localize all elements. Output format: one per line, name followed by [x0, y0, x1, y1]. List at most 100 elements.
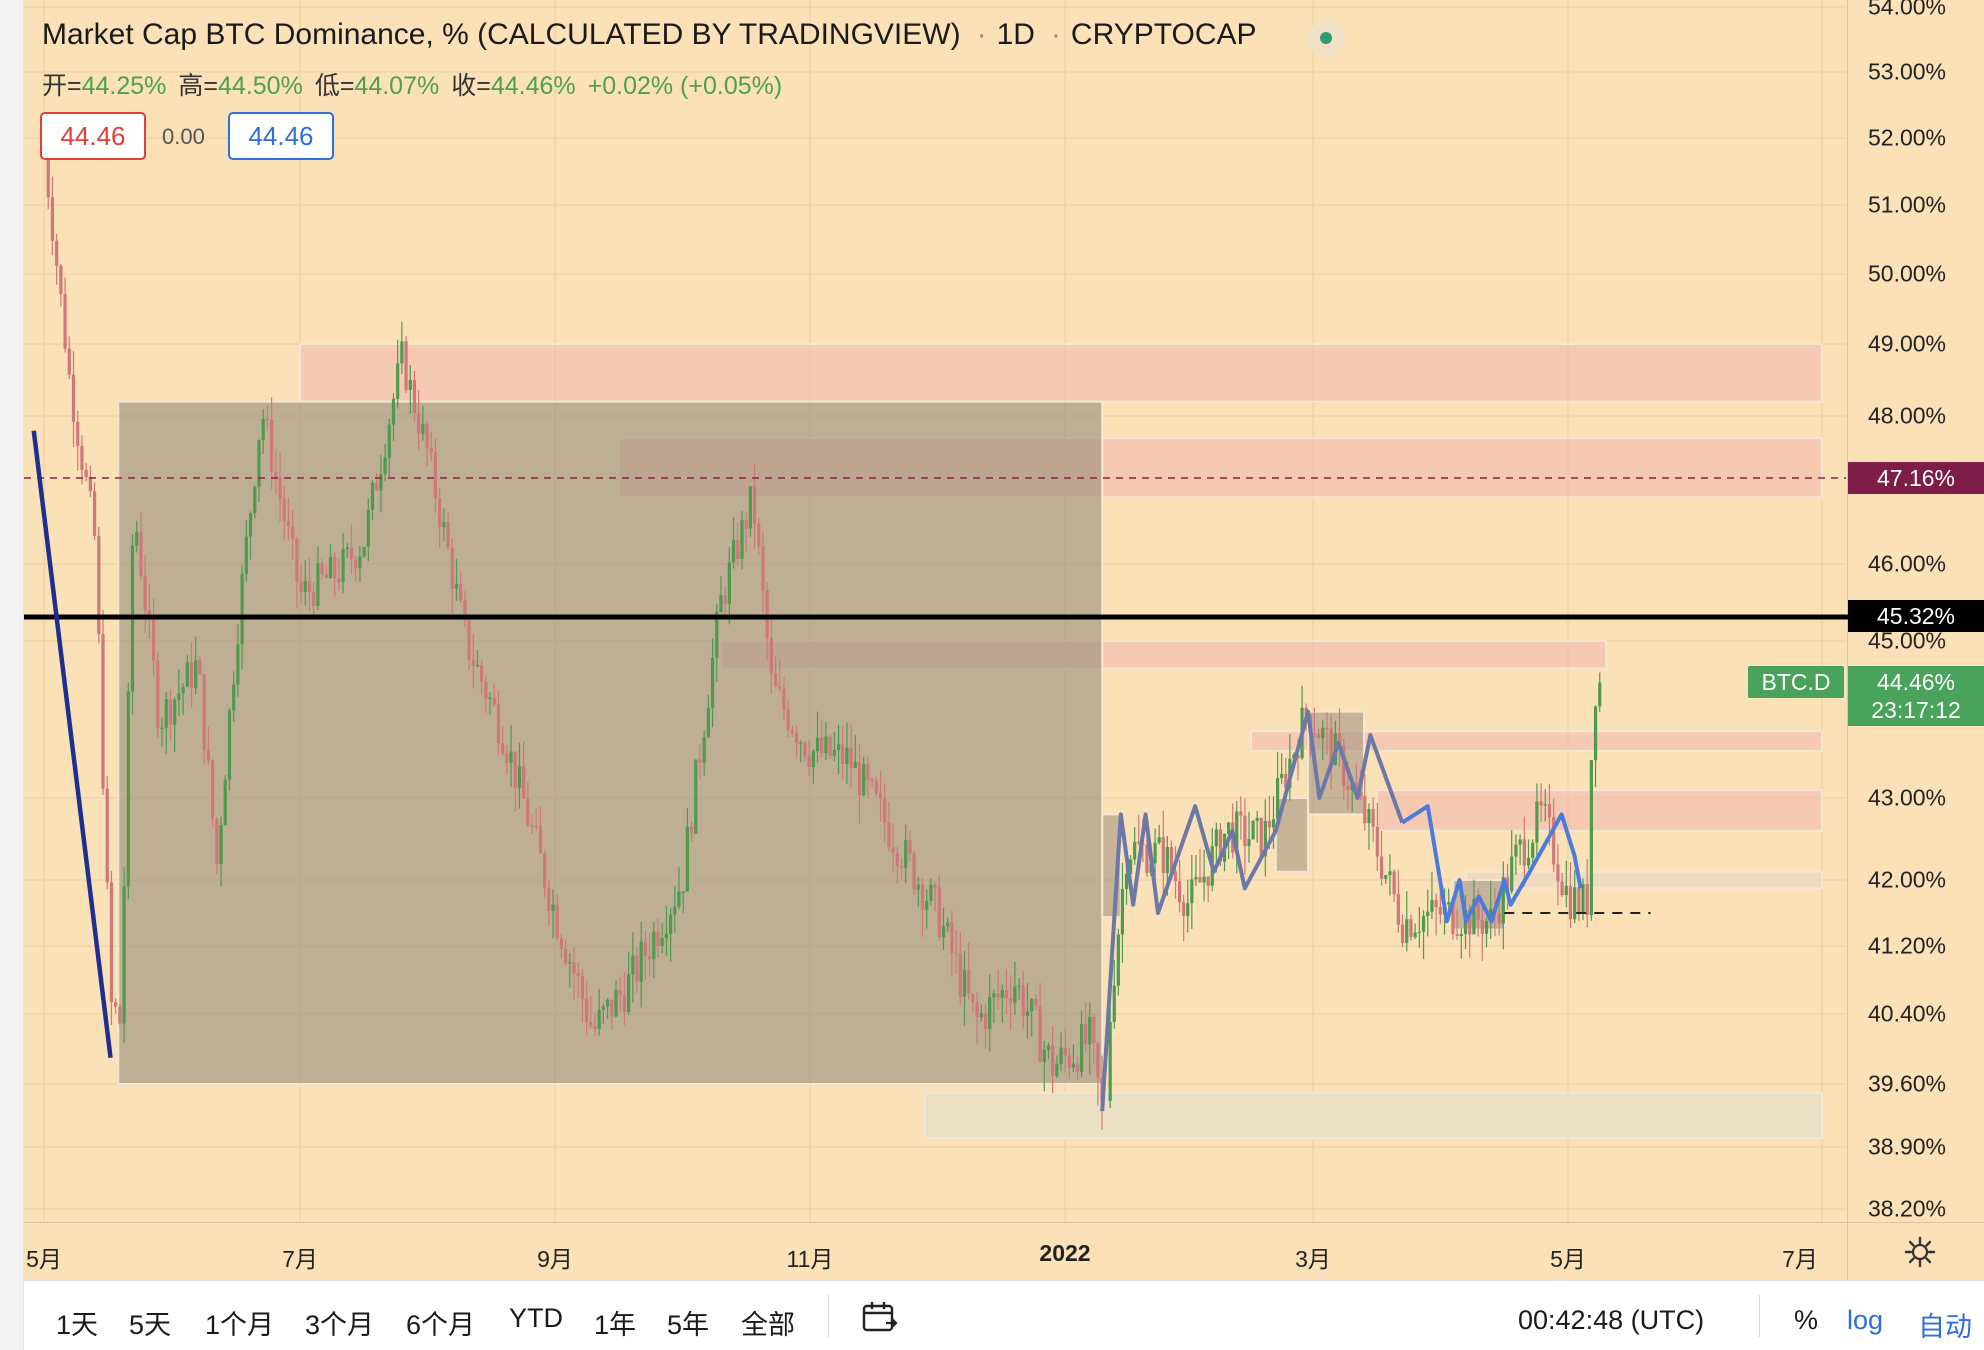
candle-down [1092, 1013, 1096, 1065]
candle-up [727, 547, 731, 625]
time-tick-label: 7月 [1782, 1246, 1818, 1272]
range-6m-button[interactable]: 6个月 [406, 1310, 476, 1340]
range-1m-button[interactable]: 1个月 [205, 1310, 275, 1340]
price-tick-label: 51.00% [1868, 191, 1947, 218]
candle-up [1194, 855, 1198, 887]
candle-body [841, 744, 845, 764]
utc-clock[interactable]: 00:42:48 (UTC) [1518, 1305, 1705, 1335]
candle-body [1177, 881, 1182, 903]
candle-body [673, 906, 677, 915]
candle-body [463, 600, 467, 621]
candle-body [1585, 884, 1589, 916]
candle-down [937, 875, 941, 941]
candle-body [1038, 1006, 1042, 1062]
candle-body [585, 998, 589, 1023]
market-status-icon[interactable] [1308, 20, 1344, 56]
candle-up [988, 974, 992, 1052]
price-tick-label: 53.00% [1868, 58, 1947, 85]
candle-down [282, 486, 286, 540]
range-5y-button[interactable]: 5年 [667, 1310, 710, 1340]
candle-down [143, 555, 147, 633]
candle-body [1501, 877, 1505, 924]
candle-body [59, 265, 63, 295]
left-value-box[interactable]: 44.46 [40, 112, 146, 160]
percent-scale-button[interactable]: % [1794, 1305, 1819, 1335]
candle-down [790, 725, 794, 738]
candle-down [215, 817, 219, 875]
candle-down [841, 726, 845, 780]
candle-up [232, 671, 236, 722]
candle-body [1042, 1049, 1046, 1062]
symbol-title[interactable]: Market Cap BTC Dominance, % (CALCULATED … [42, 18, 961, 51]
candle-down [147, 584, 151, 639]
left-toolbar-edge [0, 0, 24, 1350]
candle-up [358, 545, 362, 583]
candle-down [354, 555, 358, 582]
candle-body [345, 547, 349, 550]
candle-down [1051, 1026, 1055, 1094]
log-scale-button[interactable]: log [1847, 1305, 1884, 1335]
candle-up [1235, 800, 1239, 874]
horizontal-level-label[interactable]: 45.32% [1848, 600, 1984, 632]
calendar-range-icon[interactable] [860, 1299, 900, 1335]
candle-down [1409, 914, 1413, 941]
candle-body [975, 1002, 979, 1018]
candle-body [396, 363, 400, 399]
candle-body [731, 540, 736, 563]
right-value-box[interactable]: 44.46 [228, 112, 334, 160]
candle-body [1092, 1016, 1096, 1044]
candle-body [643, 941, 647, 957]
settings-gear-icon[interactable] [1904, 1236, 1936, 1268]
candle-body [1476, 898, 1480, 921]
candle-body [1263, 820, 1267, 857]
range-ytd-button[interactable]: YTD [509, 1303, 563, 1333]
candle-up [1120, 863, 1125, 963]
price-tick-label: 46.00% [1868, 550, 1947, 577]
close-value: 44.46% [490, 72, 576, 100]
candle-down [996, 969, 1000, 1010]
range-3m-button[interactable]: 3个月 [305, 1310, 375, 1340]
candle-down [375, 472, 379, 492]
candle-up [748, 486, 752, 537]
candle-down [156, 651, 160, 738]
candle-down [1400, 914, 1405, 948]
candle-down [467, 619, 471, 670]
candle-up [979, 1004, 983, 1023]
candle-body [627, 974, 631, 1013]
candle-down [752, 464, 757, 550]
auto-scale-button[interactable]: 自动 [1918, 1312, 1972, 1342]
range-all-button[interactable]: 全部 [741, 1310, 795, 1340]
candle-body [253, 486, 257, 514]
candle-body [1598, 682, 1602, 707]
candle-body [597, 1009, 601, 1030]
candle-down [1243, 798, 1247, 875]
interval-label[interactable]: 1D [996, 18, 1035, 51]
candle-down [412, 371, 417, 422]
candle-body [622, 995, 627, 1013]
candle-down [526, 781, 530, 828]
candle-body [299, 582, 303, 593]
candle-body [694, 759, 698, 834]
candle-up [1133, 827, 1137, 865]
dashed-level-label[interactable]: 47.16% [1848, 462, 1984, 494]
candle-body [1000, 989, 1004, 998]
range-1y-button[interactable]: 1年 [594, 1310, 637, 1340]
candle-body [1186, 903, 1190, 916]
range-1d-button[interactable]: 1天 [56, 1310, 99, 1340]
candle-down [878, 771, 883, 822]
candle-body [1367, 809, 1371, 824]
time-axis[interactable] [24, 1222, 1847, 1280]
candle-up [660, 922, 664, 954]
candle-up [664, 905, 668, 957]
candle-up [1059, 1032, 1063, 1072]
consolidation-box [117, 400, 1104, 1086]
candle-up [248, 511, 253, 560]
candle-body [736, 540, 740, 559]
range-5d-button[interactable]: 5天 [129, 1310, 172, 1340]
candle-up [1421, 910, 1426, 960]
candle-body [421, 423, 425, 434]
last-price-label: 44.46% 23:17:12 [1848, 666, 1984, 726]
candle-body [1543, 804, 1547, 806]
